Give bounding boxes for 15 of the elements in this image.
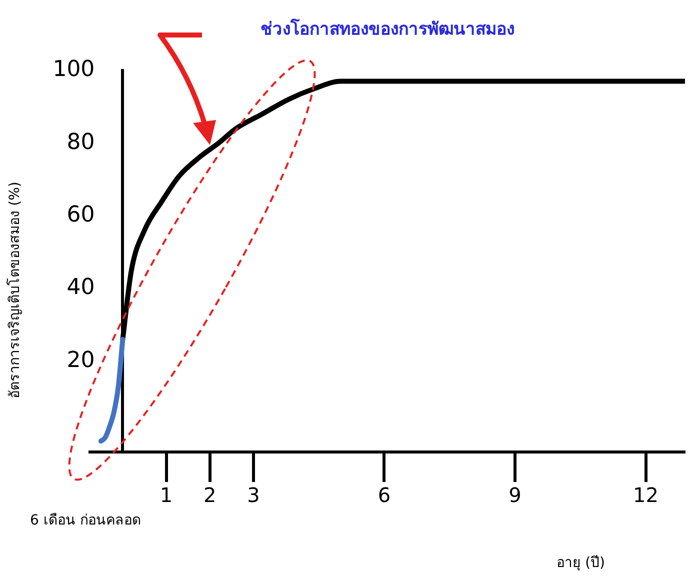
x-tick-label: 9 (508, 483, 522, 508)
x-axis-title: อายุ (ปี) (556, 554, 605, 573)
x-tick-label: 2 (204, 483, 216, 508)
chart-title: ช่วงโอกาสทองของการพัฒนาสมอง (260, 18, 514, 40)
y-tick-label: 40 (66, 275, 95, 300)
y-tick-label: 80 (66, 130, 95, 155)
x-tick-label: 12 (633, 483, 658, 508)
y-tick-label: 20 (66, 348, 95, 373)
x-tick-label: 6 (378, 483, 391, 508)
x-tick-label: 1 (160, 483, 173, 508)
y-axis-title: อัตราการเจริญเติบโตของสมอง (%) (6, 182, 24, 398)
y-tick-label: 100 (52, 57, 95, 82)
x-tick-label: 3 (247, 483, 260, 508)
text: 6 เดือน ก่อนคลอด (30, 512, 141, 529)
y-tick-label: 60 (66, 202, 95, 228)
